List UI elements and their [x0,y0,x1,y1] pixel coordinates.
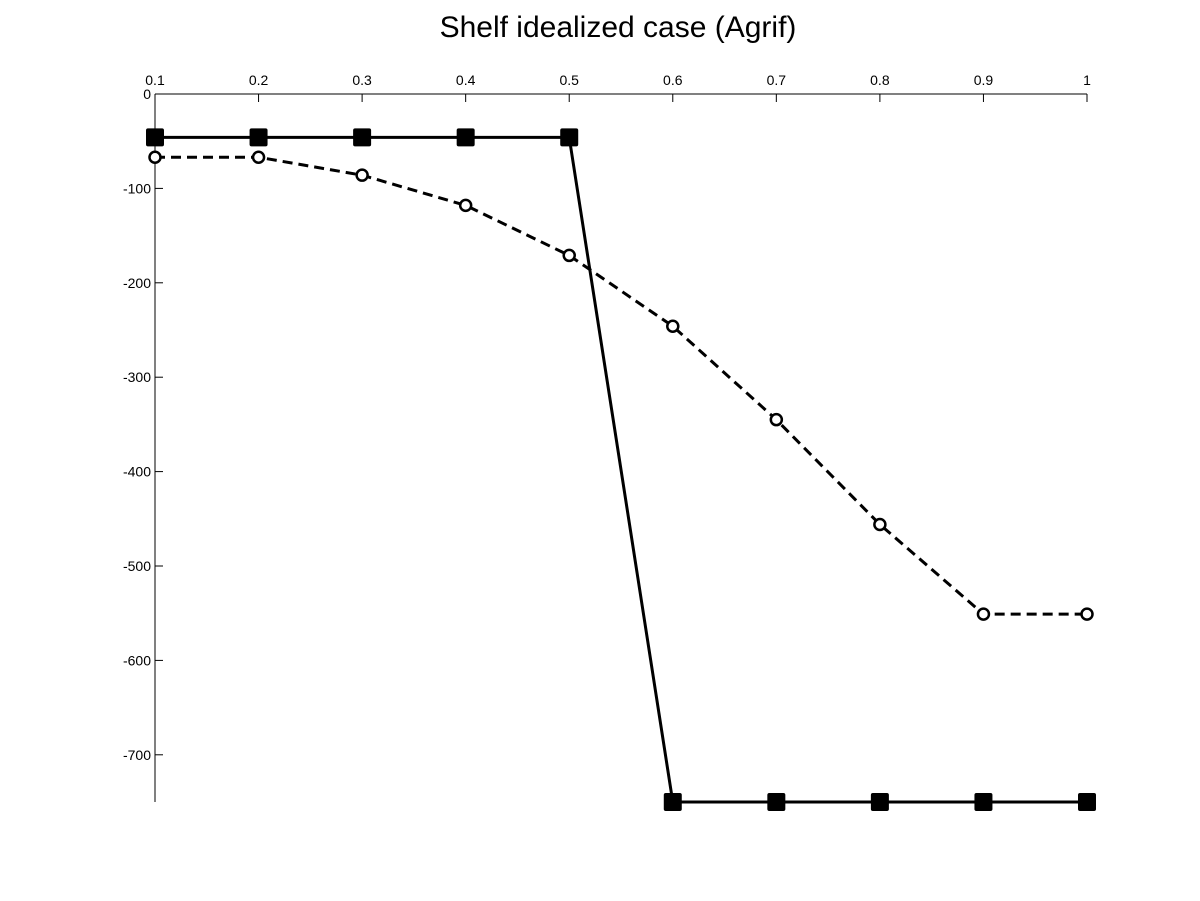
data-point [148,150,162,164]
data-point [663,793,682,811]
data-point [873,517,887,532]
data-point [974,793,993,811]
data-point [769,412,784,427]
x-tick-label: 0.7 [767,72,787,88]
x-tick-label: 0.2 [249,72,269,88]
x-tick-label: 0.6 [663,72,683,88]
series-line [155,155,1087,616]
data-point [1080,607,1094,621]
data-point [870,793,889,811]
y-axis: 0 -100 -200 -300 -400 -500 -600 -700 [123,86,163,763]
y-tick-label: -600 [123,652,151,668]
data-point [249,128,268,147]
y-tick-label: -100 [123,180,151,196]
x-tick-label: 0.1 [145,72,165,88]
data-point [976,607,991,621]
data-point [458,198,473,213]
data-point [767,793,786,811]
x-tick-label: 0.3 [352,72,372,88]
data-point [353,128,372,147]
plot-area [146,128,1096,811]
series-2 [148,150,1094,621]
data-point [562,248,576,263]
data-point [1078,793,1096,811]
x-tick-label: 0.4 [456,72,476,88]
data-point [251,150,266,164]
y-tick-label: -700 [123,747,151,763]
data-point [355,168,369,182]
x-tick-label: 1 [1083,72,1091,88]
x-tick-label: 0.9 [974,72,994,88]
y-tick-label: -400 [123,464,151,480]
x-tick-label: 0.8 [870,72,890,88]
data-point [456,128,475,147]
series-1 [146,128,1096,811]
y-tick-label: -300 [123,369,151,385]
x-tick-label: 0.5 [559,72,579,88]
data-point [146,128,164,147]
x-axis: 0.1 0.2 0.3 0.4 0.5 0.6 0.7 0.8 0.9 1 [145,72,1091,102]
y-tick-label: 0 [143,86,151,102]
data-point [560,128,579,147]
chart-title: Shelf idealized case (Agrif) [440,11,797,44]
series-line [155,135,1087,804]
y-tick-label: -200 [123,275,151,291]
y-tick-label: -500 [123,558,151,574]
data-point [666,319,680,333]
